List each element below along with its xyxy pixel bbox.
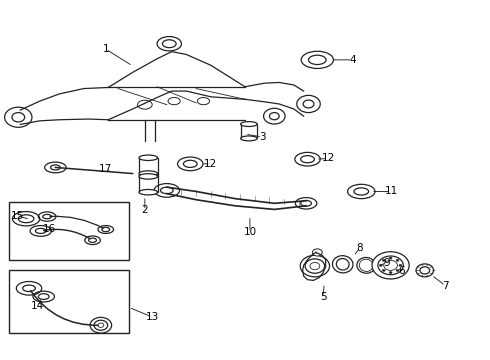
Text: 10: 10 [244,227,256,237]
Circle shape [379,264,382,266]
Ellipse shape [357,257,375,273]
Circle shape [382,259,385,261]
Text: 14: 14 [31,301,44,311]
Text: 12: 12 [204,159,218,169]
Ellipse shape [332,256,353,273]
Circle shape [313,249,322,256]
Circle shape [389,257,392,259]
Ellipse shape [157,37,181,51]
Text: 7: 7 [442,281,449,291]
Text: 1: 1 [102,44,109,54]
Text: 4: 4 [349,55,356,65]
Circle shape [396,269,399,271]
Ellipse shape [139,189,158,195]
Ellipse shape [139,174,158,179]
Bar [139,158,158,174]
Circle shape [372,252,409,279]
Ellipse shape [139,155,158,161]
Text: 12: 12 [321,153,335,163]
Circle shape [382,269,385,271]
Text: 3: 3 [259,132,266,142]
Ellipse shape [241,136,257,141]
Text: 8: 8 [357,243,363,253]
Circle shape [389,271,392,274]
Text: 2: 2 [142,206,148,216]
Ellipse shape [139,171,158,176]
Text: 16: 16 [43,225,56,234]
Bar [9,270,129,333]
Circle shape [399,264,402,266]
Circle shape [396,259,399,261]
Text: 9: 9 [383,258,390,268]
Text: 6: 6 [398,266,405,276]
Text: 11: 11 [385,186,398,197]
Text: 5: 5 [320,292,326,302]
Text: 17: 17 [99,164,112,174]
Circle shape [300,255,330,277]
Circle shape [416,264,434,277]
Text: 15: 15 [11,211,24,221]
Bar [241,124,257,138]
Bar [139,176,158,192]
Ellipse shape [241,122,257,126]
Bar [9,202,129,260]
Text: 13: 13 [146,312,159,322]
